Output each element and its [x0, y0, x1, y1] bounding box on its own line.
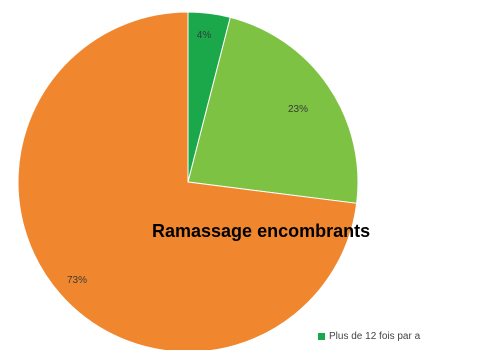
pie-data-label: 4% — [197, 30, 212, 41]
legend-swatch — [318, 333, 325, 340]
pie-slice — [187, 16, 359, 204]
chart-legend: Plus de 12 fois par a — [318, 331, 478, 342]
pie-data-label: 73% — [67, 275, 87, 286]
pie-data-label: 23% — [288, 104, 308, 115]
pie-slices — [17, 11, 359, 350]
legend-label: Plus de 12 fois par a — [329, 331, 421, 342]
chart-title: Ramassage encombrants — [152, 221, 371, 241]
pie-data-labels: 4% 23% 73% — [67, 30, 308, 286]
pie-slice — [17, 11, 358, 350]
